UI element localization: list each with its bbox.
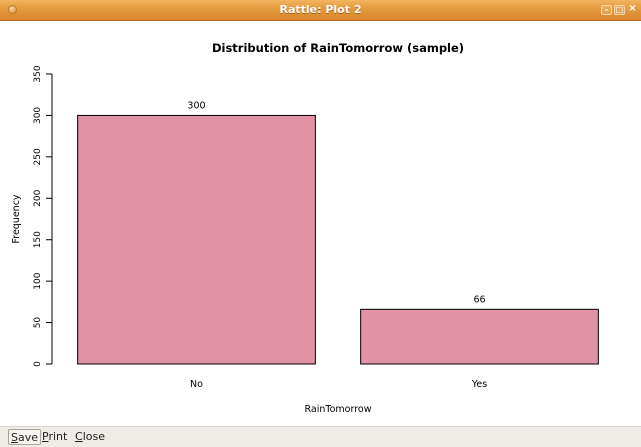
- print-button[interactable]: Print: [40, 429, 69, 445]
- bar-yes: [360, 308, 599, 365]
- chart-title: Distribution of RainTomorrow (sample): [212, 41, 464, 55]
- maximize-button[interactable]: □: [614, 5, 625, 15]
- y-tick-label: 150: [33, 231, 43, 248]
- minimize-button[interactable]: –: [601, 5, 612, 15]
- print-mnemonic: P: [42, 430, 49, 443]
- print-label: rint: [48, 430, 68, 443]
- y-tick-label: 250: [33, 148, 43, 165]
- bar-value-label: 300: [187, 100, 205, 111]
- y-tick-label: 200: [33, 189, 43, 206]
- x-tick-label: Yes: [471, 379, 487, 390]
- close-label: lose: [82, 430, 105, 443]
- x-tick-label: No: [190, 379, 203, 390]
- plot-area: Distribution of RainTomorrow (sample) 0 50…: [0, 21, 641, 426]
- close-button[interactable]: Close: [73, 429, 107, 445]
- y-tick-label: 0: [33, 361, 43, 367]
- window-title: Rattle: Plot 2: [279, 3, 362, 16]
- bar-chart: Distribution of RainTomorrow (sample) 0 50…: [11, 41, 599, 415]
- close-window-button[interactable]: ×: [628, 3, 637, 14]
- save-label: ave: [17, 431, 39, 444]
- save-button[interactable]: Save: [8, 429, 42, 445]
- x-axis-label: RainTomorrow: [305, 404, 372, 415]
- window-menu-icon[interactable]: [8, 5, 17, 14]
- y-tick-label: 50: [33, 317, 43, 329]
- y-tick-label: 350: [33, 65, 43, 82]
- y-axis-label: Frequency: [11, 194, 22, 243]
- title-bar[interactable]: Rattle: Plot 2 – □ ×: [0, 0, 641, 21]
- close-mnemonic: C: [75, 430, 83, 443]
- save-mnemonic: S: [11, 431, 18, 444]
- bar-value-label: 66: [473, 294, 485, 305]
- y-tick-label: 300: [33, 107, 43, 124]
- bar-no: [77, 114, 316, 365]
- y-tick-label: 100: [33, 272, 43, 289]
- plot-toolbar: Save Print Close: [0, 426, 641, 447]
